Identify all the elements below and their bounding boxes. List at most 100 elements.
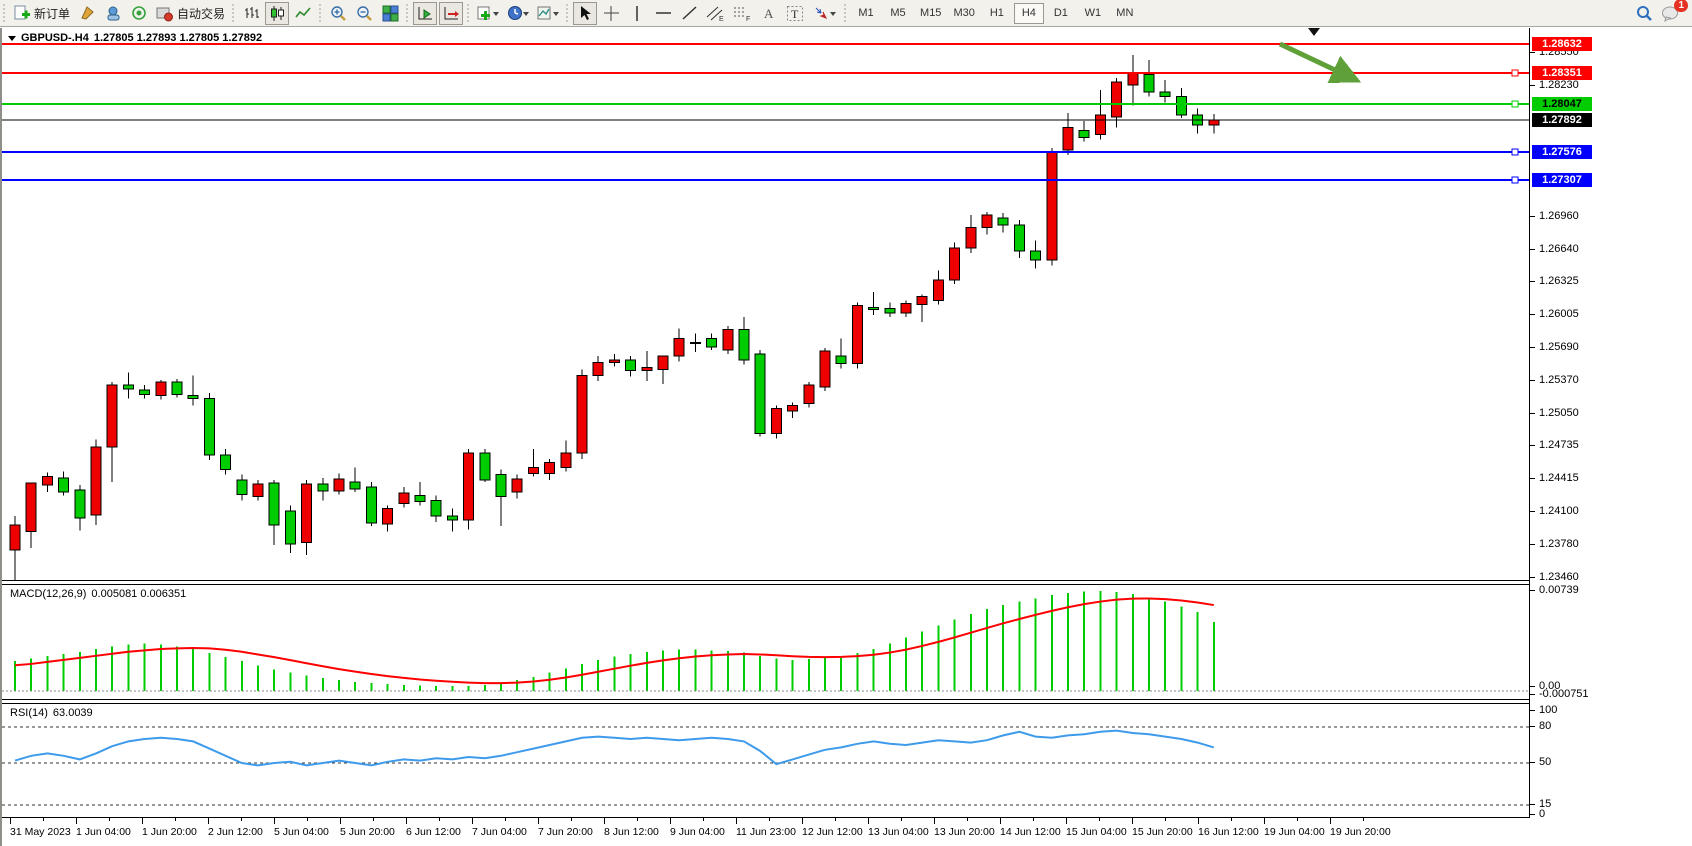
timeframe-button-M15[interactable]: M15 (920, 7, 942, 19)
chart-shift-icon (443, 5, 460, 22)
price-tick-label: 1.24100 (1539, 505, 1579, 517)
price-line-badge: 1.28632 (1532, 37, 1592, 51)
time-tick-label: 31 May 2023 (10, 826, 71, 838)
time-axis-tick (538, 818, 539, 824)
price-chart-plot[interactable]: GBPUSD-.H4 1.27805 1.27893 1.27805 1.278… (2, 28, 1529, 581)
text-label-button[interactable]: T (783, 2, 808, 25)
time-axis-tick (307, 818, 308, 821)
price-scale[interactable]: 1.28550 1.28230 1.26960 1.26640 1.26325 1.260… (1529, 28, 1692, 820)
time-tick-label: 14 Jun 12:00 (1000, 826, 1061, 838)
vertical-line-button[interactable] (625, 2, 649, 25)
axis-tick (1530, 726, 1535, 727)
macd-label: MACD(12,26,9) 0.005081 0.006351 (10, 588, 187, 600)
templates-button[interactable] (534, 2, 562, 25)
crosshair-button[interactable] (599, 2, 623, 25)
rsi-label: RSI(14) 63.0039 (10, 707, 93, 719)
toolbar-separator (465, 2, 473, 24)
zoom-in-button[interactable] (326, 2, 350, 25)
axis-tick (1530, 577, 1535, 578)
price-line-badge: 1.27892 (1532, 113, 1592, 127)
axis-tick (1530, 814, 1535, 815)
auto-scroll-icon (417, 5, 434, 22)
time-axis-tick (868, 818, 869, 824)
time-axis-tick (802, 818, 803, 824)
new-order-button[interactable]: 新订单 (10, 2, 73, 25)
time-axis-tick (1330, 818, 1331, 824)
rsi-scale-label: 50 (1539, 756, 1552, 768)
timeframe-button-H4[interactable]: H4 (1013, 2, 1044, 24)
time-tick-label: 16 Jun 12:00 (1198, 826, 1259, 838)
tile-windows-button[interactable] (378, 2, 402, 25)
time-axis-tick (1165, 818, 1166, 821)
price-line-badge: 1.28047 (1532, 97, 1592, 111)
time-tick-label: 1 Jun 20:00 (142, 826, 197, 838)
chart-shift-button[interactable] (439, 1, 464, 25)
price-line-badge: 1.27307 (1532, 173, 1592, 187)
time-tick-label: 11 Jun 23:00 (736, 826, 796, 838)
time-axis-tick (736, 818, 737, 824)
horizontal-line-button[interactable] (651, 2, 675, 25)
timeframe-button-M30[interactable]: M30 (953, 7, 975, 19)
fibonacci-icon: F (733, 5, 752, 22)
axis-tick (1530, 445, 1535, 446)
time-axis-tick (835, 818, 836, 821)
fibonacci-button[interactable]: F (730, 2, 755, 25)
arrows-button[interactable] (810, 2, 840, 25)
timeframe-button-MN[interactable]: MN (1116, 7, 1134, 19)
timeframe-button-D1[interactable]: D1 (1053, 7, 1068, 19)
time-axis-tick (1198, 818, 1199, 824)
auto-scroll-button[interactable] (413, 1, 438, 25)
macd-indicator-panel[interactable]: MACD(12,26,9) 0.005081 0.006351 (2, 584, 1529, 700)
rsi-line (14, 729, 1215, 767)
search-button[interactable] (1632, 2, 1656, 25)
alerts-button[interactable] (127, 2, 151, 25)
profiles-button[interactable] (101, 2, 125, 25)
candlestick-chart-button[interactable] (265, 1, 290, 25)
trendline-button[interactable] (677, 2, 701, 25)
time-scale[interactable]: 31 May 2023 1 Jun 04:00 1 Jun 20:00 2 Jun 1… (2, 818, 1692, 846)
price-tick-label: 1.25690 (1539, 341, 1579, 353)
timeframe-button-M1[interactable]: M1 (858, 7, 874, 19)
trendline-icon (681, 5, 698, 22)
timeframe-button-M5[interactable]: M5 (890, 7, 906, 19)
time-axis-tick (604, 818, 605, 824)
styles-button[interactable] (75, 2, 99, 25)
axis-tick (1530, 694, 1535, 695)
axis-tick (1530, 85, 1535, 86)
text-button[interactable]: A (757, 2, 781, 25)
time-tick-label: 13 Jun 04:00 (868, 826, 929, 838)
toolbar-separator (564, 2, 572, 24)
zoom-out-button[interactable] (352, 2, 376, 25)
autotrade-button[interactable]: 自动交易 (153, 2, 228, 25)
chart-shift-marker[interactable] (1308, 28, 1320, 36)
chart-title: GBPUSD-.H4 1.27805 1.27893 1.27805 1.278… (8, 32, 262, 44)
templates-icon (537, 5, 560, 22)
bar-chart-button[interactable] (239, 2, 263, 25)
chart-menu-caret-icon[interactable] (8, 35, 16, 41)
time-tick-label: 15 Jun 20:00 (1132, 826, 1193, 838)
timeframe-button-H1[interactable]: H1 (989, 7, 1004, 19)
axis-tick (1530, 544, 1535, 545)
macd-scale-min: -0.000751 (1539, 688, 1589, 700)
cursor-button[interactable] (573, 1, 598, 25)
indicators-button[interactable] (474, 2, 502, 25)
axis-tick (1530, 590, 1535, 591)
timeframe-button-W1[interactable]: W1 (1084, 7, 1102, 19)
price-tick-label: 1.25370 (1539, 374, 1579, 386)
chart-window: GBPUSD-.H4 1.27805 1.27893 1.27805 1.278… (0, 28, 1692, 846)
rsi-scale-label: 80 (1539, 720, 1552, 732)
line-chart-button[interactable] (291, 2, 315, 25)
expert-advisors-icon (156, 5, 174, 22)
time-axis-tick (1231, 818, 1232, 821)
price-tick-label: 1.26960 (1539, 210, 1579, 222)
cursor-icon (578, 5, 593, 21)
periods-button[interactable] (504, 2, 532, 25)
toolbar-separator (317, 2, 325, 24)
equidistant-channel-button[interactable]: E (703, 2, 728, 25)
time-axis-tick (1033, 818, 1034, 821)
rsi-scale-label: 100 (1539, 704, 1558, 716)
rsi-indicator-panel[interactable]: RSI(14) 63.0039 (2, 703, 1529, 818)
time-axis-tick (1000, 818, 1001, 824)
community-button[interactable]: 1 (1658, 0, 1688, 25)
toolbar-separator (842, 2, 850, 24)
